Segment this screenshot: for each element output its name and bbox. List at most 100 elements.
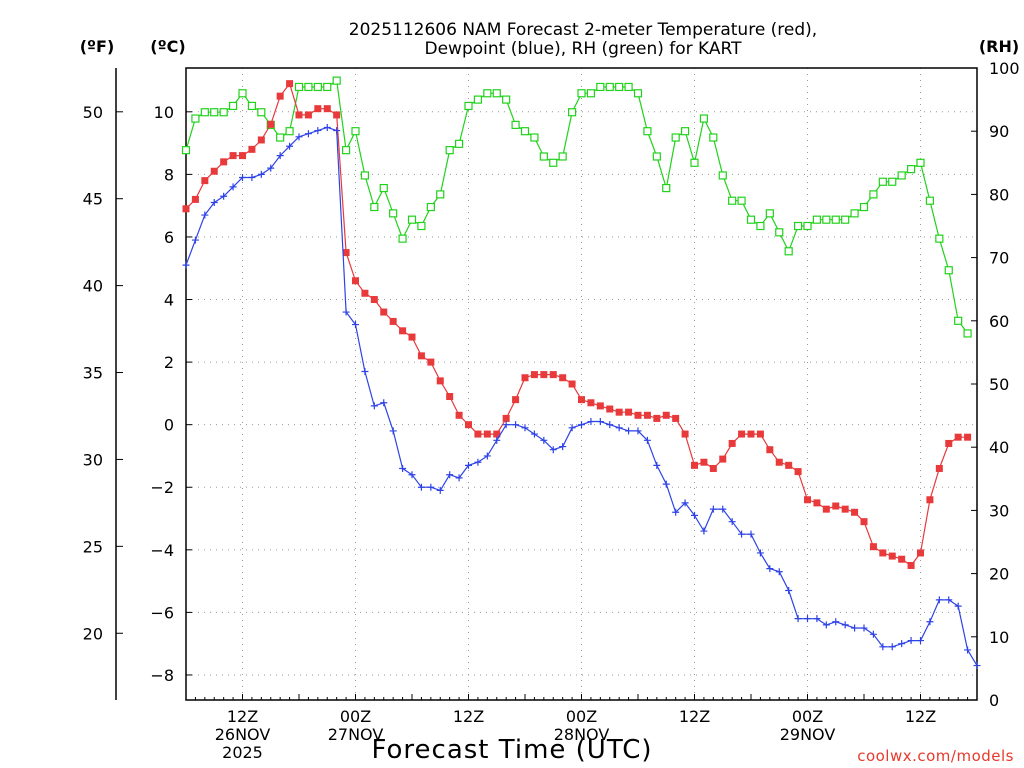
rh-point: [445, 146, 454, 155]
dewpoint-point: [295, 133, 303, 141]
rh-point: [662, 183, 671, 193]
celsius-tick-label: 6: [164, 228, 174, 247]
temperature-point: [634, 411, 642, 419]
temperature-point: [587, 399, 595, 407]
time-tick-label: 28NOV: [554, 725, 610, 744]
temperature-point: [917, 549, 924, 557]
dewpoint-point: [220, 192, 228, 200]
temperature-point: [446, 393, 454, 401]
dewpoint-point: [276, 152, 284, 160]
rh-point: [831, 215, 840, 224]
x-axis-title: Forecast Time (UTC): [371, 735, 652, 765]
dewpoint-point: [323, 123, 331, 131]
temperature-point: [323, 105, 331, 113]
rh-point: [511, 120, 520, 129]
celsius-tick-label: −8: [150, 666, 174, 685]
temperature-point: [182, 205, 190, 213]
temperature-point: [756, 430, 764, 438]
dewpoint-point: [738, 530, 746, 538]
rh-tick-label: 30: [989, 501, 1009, 520]
temperature-point: [738, 430, 746, 438]
chart-title: 2025112606 NAM Forecast 2-meter Temperat…: [349, 20, 817, 59]
temperature-point: [804, 496, 811, 504]
rh-point: [624, 82, 633, 92]
fahrenheit-tick-label: 25: [83, 537, 103, 556]
temperature-point: [521, 374, 529, 382]
temperature-point: [964, 433, 972, 441]
dewpoint-point: [380, 399, 388, 407]
rh-point: [765, 209, 774, 218]
celsius-tick-label: 10: [154, 103, 174, 122]
rh-point: [680, 127, 690, 136]
rh-point: [492, 89, 501, 98]
dewpoint-point: [587, 418, 595, 426]
temperature-point: [879, 549, 887, 557]
temperature-point: [691, 461, 698, 469]
dewpoint-point: [860, 624, 868, 632]
rh-point: [520, 127, 530, 136]
rh-point: [473, 95, 483, 104]
rh-point: [200, 108, 209, 117]
rh-point: [238, 89, 247, 98]
dewpoint-point: [869, 630, 877, 638]
dewpoint-point: [634, 427, 642, 435]
rh-point: [841, 215, 850, 224]
dewpoint-point: [822, 621, 830, 629]
dewpoint-point: [954, 602, 962, 610]
temperature-point: [530, 371, 538, 379]
rh-point: [643, 127, 652, 136]
dewpoint-point: [653, 461, 661, 469]
temperature-point: [568, 380, 576, 388]
series-rh: [181, 76, 972, 338]
dewpoint-point: [559, 443, 567, 451]
dewpoint-point: [446, 471, 454, 479]
rh-point: [803, 221, 812, 231]
series-layer: [181, 76, 981, 670]
temperature-point: [361, 289, 369, 297]
rh-point: [191, 114, 200, 123]
series-2-meter-temperature: [182, 80, 972, 569]
dewpoint-point: [841, 621, 849, 629]
series-line: [185, 79, 969, 334]
dewpoint-point: [465, 461, 472, 469]
rh-point: [483, 89, 492, 98]
dewpoint-point: [973, 662, 981, 670]
time-tick-label: 00Z: [566, 707, 597, 726]
dewpoint-point: [502, 421, 510, 429]
time-tick-label: 00Z: [340, 707, 371, 726]
rh-point: [228, 101, 238, 111]
temperature-point: [210, 167, 218, 175]
temperature-point: [493, 430, 501, 438]
dewpoint-point: [935, 596, 943, 604]
rh-point: [888, 177, 897, 186]
rh-point: [567, 108, 577, 117]
rh-point: [257, 108, 266, 117]
rh-point: [897, 171, 906, 180]
rh-tick-label: 10: [989, 628, 1009, 647]
dewpoint-point: [926, 618, 934, 626]
rh-point: [878, 177, 887, 186]
temperature-point: [643, 411, 651, 419]
dewpoint-point: [314, 127, 322, 135]
dewpoint-point: [436, 486, 444, 494]
dewpoint-point: [389, 427, 397, 435]
dewpoint-point: [794, 615, 802, 623]
dewpoint-point: [304, 130, 312, 138]
rh-point: [822, 215, 831, 224]
temperature-point: [191, 195, 199, 203]
temperature-point: [869, 543, 877, 551]
temperature-point: [352, 277, 359, 285]
temperature-point: [907, 561, 915, 569]
rh-point: [728, 196, 737, 205]
rh-tick-label: 70: [989, 249, 1009, 268]
dewpoint-point: [370, 402, 378, 410]
rh-point: [530, 133, 539, 142]
credit-link[interactable]: coolwx.com/models: [857, 747, 1014, 765]
temperature-point: [540, 371, 548, 379]
temperature-point: [417, 352, 425, 360]
rh-tick-label: 50: [989, 375, 1009, 394]
time-tick-label: 27NOV: [328, 725, 384, 744]
temperature-point: [267, 120, 275, 128]
